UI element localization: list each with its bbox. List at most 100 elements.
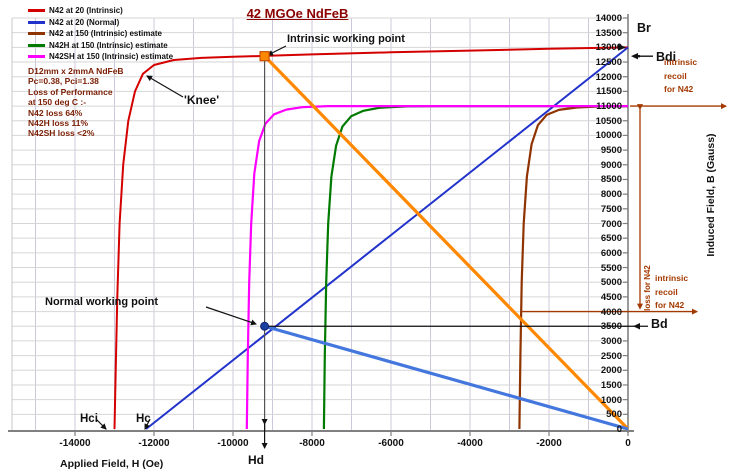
y-axis-title: Induced Field, B (Gauss) — [705, 133, 717, 257]
recoil-bottom-line1: intrinsic — [655, 273, 689, 283]
info-line: N42H loss 11% — [28, 118, 89, 128]
intrinsic-recoil-bottom-note: intrinsic recoil for N42 — [655, 272, 688, 313]
x-tick-label: -8000 — [299, 438, 325, 449]
info-line: N42 loss 64% — [28, 107, 83, 118]
y-tick-label: 7000 — [600, 218, 622, 230]
legend-label: N42 at 20 (Intrinsic) — [49, 6, 123, 15]
legend-label: N42 at 150 (Intrinsic) estimate — [49, 29, 162, 39]
intrinsic-wp-arrow — [267, 45, 287, 56]
y-tick-label: 5000 — [600, 277, 622, 289]
hci-label: Hci — [80, 413, 98, 425]
legend-item: N42SH at 150 (Intrinsic) estimate — [28, 51, 173, 62]
y-tick-label: 11000 — [596, 101, 622, 113]
knee-label: 'Knee' — [184, 93, 220, 107]
y-tick-label: 9000 — [600, 159, 622, 171]
recoil-top-line3: for N42 — [664, 84, 694, 94]
y-tick-label: 500 — [606, 409, 622, 421]
x-tick-label: -2000 — [536, 438, 562, 449]
info-line: at 150 deg C :- — [28, 97, 87, 108]
y-tick-label: 3000 — [600, 335, 622, 347]
br-label: Br — [637, 21, 651, 35]
recoil-top-line2: recoil — [664, 70, 687, 81]
x-tick-label: 0 — [625, 438, 631, 449]
legend-swatch — [28, 9, 45, 12]
y-tick-label: 10000 — [595, 130, 622, 142]
hci-arrow — [95, 418, 107, 430]
legend-item: N42 at 150 (Intrinsic) estimate — [28, 28, 162, 39]
y-tick-label: 8000 — [600, 189, 622, 201]
knee-arrow — [146, 75, 184, 98]
bd-left-arrowhead — [633, 323, 640, 330]
legend-swatch — [28, 20, 45, 24]
legend-label: N42H at 150 (Intrinsic) estimate — [49, 40, 168, 50]
curve-n42-at-20-intrinsic- — [113, 46, 629, 430]
y-tick-label: 2500 — [600, 350, 622, 362]
legend-label: N42SH at 150 (Intrinsic) estimate — [49, 52, 174, 62]
x-tick-label: -14000 — [59, 438, 91, 449]
axes — [8, 14, 634, 436]
y-tick-label: 6000 — [600, 247, 622, 259]
x-axis-title: Applied Field, H (Oe) — [60, 458, 164, 470]
y-tick-label: 7500 — [600, 203, 622, 215]
loss-for-n42-label: loss for N42 — [643, 265, 652, 311]
bdi-dot — [637, 54, 641, 58]
br-right-arrowhead — [618, 43, 626, 51]
intrinsic-load-line — [263, 55, 630, 431]
gridlines — [11, 17, 628, 431]
aux-lines — [95, 43, 727, 449]
hd-label: Hd — [248, 453, 264, 467]
y-tick-label: 1000 — [600, 394, 622, 406]
curves — [113, 46, 629, 430]
x-tick-label: -4000 — [457, 438, 483, 449]
curve-n42-at-20-normal- — [145, 46, 629, 430]
hc-arrow — [144, 418, 151, 430]
y-tick-label: 0 — [616, 424, 622, 435]
normal-working-point-label: Normal working point — [45, 296, 159, 308]
y-tick-label: 8500 — [600, 174, 622, 186]
x-tick-label: -12000 — [138, 438, 170, 449]
bdi-label: Bdi — [656, 50, 677, 64]
recoil-bottom-line3: for N42 — [655, 300, 685, 310]
info-line: Loss of Performance — [28, 86, 113, 97]
y-tick-label: 4000 — [600, 306, 622, 318]
intrinsic-working-point-label: Intrinsic working point — [287, 33, 405, 45]
legend-swatch — [28, 55, 45, 59]
y-tick-label: 12000 — [595, 71, 622, 83]
recoil-bottom-line2: recoil — [655, 286, 678, 297]
normal-wp-arrow — [205, 306, 257, 326]
legend-item: N42H at 150 (Intrinsic) estimate — [28, 40, 168, 51]
hc-label: Hc — [136, 413, 151, 425]
curve-n42-at-150-intrinsic-estimate — [518, 105, 629, 430]
markers — [259, 51, 270, 331]
x-tick-label: -10000 — [217, 438, 249, 449]
info-line: D12mm x 2mmA NdFeB — [28, 66, 124, 76]
recoil-top-line1: intrinsic — [664, 57, 698, 67]
info-line: N42SH loss <2% — [28, 128, 95, 139]
legend-swatch — [28, 43, 45, 47]
x-tick-label: -6000 — [378, 438, 404, 449]
y-tick-label: 1500 — [600, 379, 622, 391]
info-line: Pc=0.38, Pci=1.38 — [28, 76, 99, 87]
y-tick-label: 4500 — [600, 291, 622, 303]
legend-item: N42 at 20 (Normal) — [28, 17, 119, 28]
normal-working-point-marker — [260, 321, 270, 331]
y-tick-label: 11500 — [596, 86, 622, 98]
y-tick-label: 14000 — [595, 13, 622, 24]
y-tick-label: 6500 — [600, 233, 622, 245]
y-tick-label: 13000 — [595, 42, 622, 54]
legend-label: N42 at 20 (Normal) — [49, 17, 120, 27]
legend-item: N42 at 20 (Intrinsic) — [28, 5, 123, 16]
y-tick-label: 12500 — [595, 57, 622, 69]
intrinsic-working-point-marker — [259, 51, 270, 62]
curve-n42sh-at-150-intrinsic-estimate — [245, 104, 628, 430]
y-tick-label: 9500 — [600, 145, 622, 157]
y-tick-label: 5500 — [600, 262, 622, 274]
y-tick-label: 2000 — [600, 365, 622, 377]
legend-swatch — [28, 32, 45, 36]
bdi-left-arrowhead — [631, 52, 638, 60]
normal-load-line — [264, 324, 629, 431]
intrinsic-recoil-top-note: intrinsic recoil for N42 — [664, 56, 697, 97]
bd-label: Bd — [651, 317, 668, 331]
